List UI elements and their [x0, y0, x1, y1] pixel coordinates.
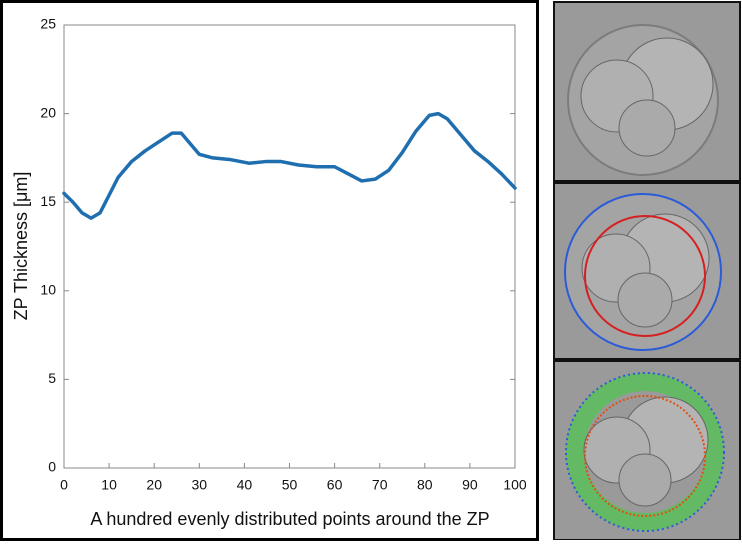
- chart-frame: [0, 0, 539, 541]
- blastomere: [618, 453, 672, 507]
- x-tick-label: 10: [101, 477, 117, 493]
- x-tick-label: 20: [146, 477, 162, 493]
- y-tick-label: 20: [40, 104, 56, 120]
- x-tick-label: 0: [60, 477, 68, 493]
- thickness-band: [566, 373, 724, 531]
- y-tick-label: 15: [40, 193, 56, 209]
- x-tick-label: 30: [192, 477, 208, 493]
- inner-points: [584, 395, 706, 517]
- y-tick-label: 10: [40, 282, 56, 298]
- y-tick-label: 25: [40, 16, 56, 32]
- blastomere: [617, 272, 673, 328]
- blastomere: [618, 99, 676, 157]
- x-tick-label: 80: [417, 477, 433, 493]
- data-line: [62, 111, 517, 220]
- x-tick-label: 40: [237, 477, 253, 493]
- x-tick-label: 90: [462, 477, 478, 493]
- y-tick-label: 5: [48, 370, 56, 386]
- y-tick-label: 0: [48, 459, 56, 475]
- x-tick-label: 100: [503, 477, 527, 493]
- x-tick-label: 60: [327, 477, 343, 493]
- embryo-images: [553, 1, 741, 540]
- y-axis-label: ZP Thickness [μm]: [11, 172, 31, 321]
- x-axis-label: A hundred evenly distributed points arou…: [90, 509, 489, 529]
- x-tick-label: 50: [282, 477, 298, 493]
- outer-points: [565, 372, 725, 532]
- inner-contour: [584, 215, 706, 337]
- x-tick-label: 70: [372, 477, 388, 493]
